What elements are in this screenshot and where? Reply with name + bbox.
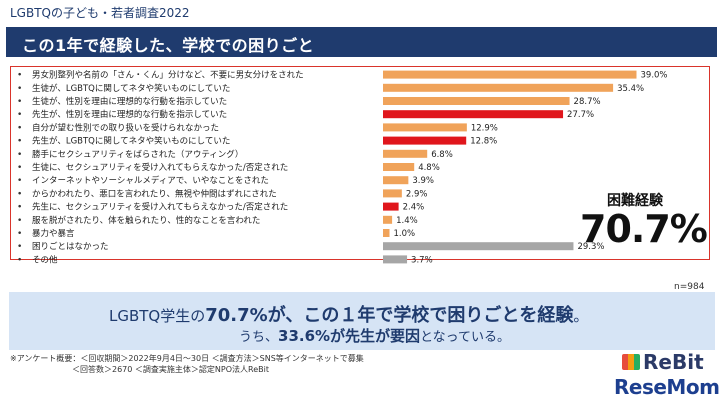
bar <box>383 97 570 105</box>
category-bullet: • <box>17 123 22 133</box>
category-label: 生徒が、LGBTQに関してネタや笑いものにしていた <box>32 83 230 94</box>
value-label: 29.3% <box>577 242 604 252</box>
summary-line-2-suffix: となっている。 <box>420 330 511 345</box>
value-label: 1.4% <box>396 216 418 226</box>
value-label: 39.0% <box>641 71 668 81</box>
title-bar: この1年で経験した、学校での困りごと <box>6 27 717 57</box>
category-bullet: • <box>17 255 22 265</box>
summary-box: LGBTQ学生の70.7%が、この１年で学校で困りごとを経験。 うち、33.6%… <box>9 292 715 350</box>
value-label: 12.8% <box>470 137 497 147</box>
difficulty-frame <box>10 66 710 260</box>
category-label: インターネットやソーシャルメディアで、いやなことをされた <box>32 175 269 186</box>
category-label: 生徒が、性別を理由に理想的な行動を指示していた <box>32 96 227 107</box>
category-bullet: • <box>17 71 22 81</box>
category-bullet: • <box>17 203 22 213</box>
value-label: 28.7% <box>574 97 601 107</box>
survey-label: LGBTQの子ども・若者調査2022 <box>10 6 190 20</box>
summary-line-1: LGBTQ学生の70.7%が、この１年で学校で困りごとを経験。 <box>109 301 588 327</box>
summary-line-1-prefix: LGBTQ学生の <box>109 307 206 325</box>
bar <box>383 189 402 198</box>
category-label: 困りごとはなかった <box>32 241 109 252</box>
rebit-mark-icon <box>622 354 640 370</box>
category-label: 自分が望む性別での取り扱いを受けられなかった <box>32 122 219 133</box>
bar <box>383 123 467 132</box>
category-bullet: • <box>17 189 22 199</box>
category-label: 先生が、LGBTQに関してネタや笑いものにしていた <box>32 136 230 147</box>
bar <box>383 110 564 119</box>
bar <box>383 83 614 92</box>
value-label: 35.4% <box>617 84 644 94</box>
bar <box>383 202 399 211</box>
category-label: 生徒に、セクシュアリティを受け入れてもらえなかった/否定された <box>32 162 288 173</box>
bar <box>383 255 408 264</box>
summary-line-2-bold: 33.6%が先生が要因 <box>278 327 421 345</box>
category-label: 先生が、性別を理由に理想的な行動を指示していた <box>32 109 227 120</box>
category-bullet: • <box>17 242 22 252</box>
bar <box>383 163 415 171</box>
bar <box>383 70 637 79</box>
category-label: その他 <box>32 254 58 265</box>
summary-line-1-suffix: 。 <box>573 307 589 325</box>
summary-line-1-bold: 70.7%が、この１年で学校で困りごとを経験 <box>205 305 574 326</box>
value-label: 3.7% <box>411 255 433 265</box>
category-label: 勝手にセクシュアリティをばらされた（アウティング） <box>32 149 243 160</box>
bar-chart: • 男女別整列や名前の「さん・くん」分けなど、不要に男女分けをされた 39.0% • 生… <box>17 70 668 266</box>
bar <box>383 242 574 251</box>
callout-value: 70.7% <box>580 207 708 251</box>
summary-line-2-prefix: うち、 <box>239 330 279 345</box>
value-label: 12.9% <box>471 123 498 133</box>
bar <box>383 229 390 237</box>
category-bullet: • <box>17 163 22 173</box>
category-bullet: • <box>17 137 22 147</box>
callout-label: 困難経験 <box>607 193 663 209</box>
rebit-logo: ReBit <box>622 350 704 374</box>
value-label: 2.9% <box>406 189 428 199</box>
footnote: ※アンケート概要：＜回収期間＞2022年9月4日〜30日 ＜調査方法＞SNS等イ… <box>10 353 364 375</box>
category-bullet: • <box>17 84 22 94</box>
summary-line-2: うち、33.6%が先生が要因となっている。 <box>239 325 510 346</box>
resemom-logo: ReseMom <box>614 375 720 399</box>
sample-size: n=984 <box>674 282 705 292</box>
category-bullet: • <box>17 176 22 186</box>
category-bullet: • <box>17 97 22 107</box>
bar <box>383 176 409 185</box>
bar <box>383 215 393 224</box>
category-label: 服を脱がされたり、体を触られたり、性的なことを言われた <box>32 215 260 226</box>
bar <box>383 149 428 158</box>
value-label: 27.7% <box>567 110 594 120</box>
footnote-line-2: ＜回答数＞2670 ＜調査実施主体＞認定NPO法人ReBit <box>72 365 269 374</box>
rebit-logo-text: ReBit <box>643 350 704 374</box>
category-label: 先生に、セクシュアリティを受け入れてもらえなかった/否定された <box>32 202 288 213</box>
value-label: 2.4% <box>403 203 425 213</box>
category-label: からかわれたり、悪口を言われたり、無視や仲間はずれにされた <box>32 188 277 199</box>
category-bullet: • <box>17 216 22 226</box>
page-title: この1年で経験した、学校での困りごと <box>22 36 315 55</box>
category-label: 暴力や暴言 <box>32 228 75 239</box>
value-label: 6.8% <box>431 150 453 160</box>
category-bullet: • <box>17 150 22 160</box>
bar <box>383 136 467 145</box>
footnote-line-1: ※アンケート概要：＜回収期間＞2022年9月4日〜30日 ＜調査方法＞SNS等イ… <box>10 354 364 363</box>
value-label: 4.8% <box>418 163 440 173</box>
value-label: 1.0% <box>394 229 416 239</box>
category-bullet: • <box>17 229 22 239</box>
value-label: 3.9% <box>412 176 434 186</box>
category-bullet: • <box>17 110 22 120</box>
category-label: 男女別整列や名前の「さん・くん」分けなど、不要に男女分けをされた <box>32 70 304 81</box>
